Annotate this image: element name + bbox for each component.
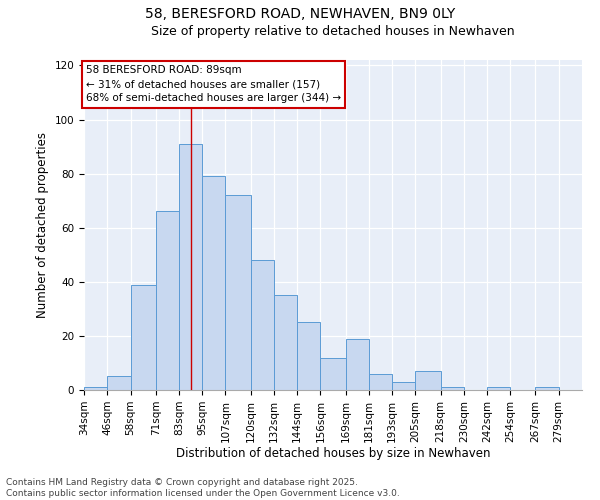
- Y-axis label: Number of detached properties: Number of detached properties: [36, 132, 49, 318]
- Bar: [392, 382, 415, 390]
- Bar: [226, 195, 251, 390]
- Bar: [155, 212, 179, 390]
- Bar: [202, 176, 226, 390]
- Bar: [131, 284, 155, 390]
- Bar: [535, 388, 559, 390]
- Text: 58 BERESFORD ROAD: 89sqm
← 31% of detached houses are smaller (157)
68% of semi-: 58 BERESFORD ROAD: 89sqm ← 31% of detach…: [86, 66, 341, 104]
- Bar: [251, 260, 274, 390]
- Bar: [297, 322, 320, 390]
- Text: Contains HM Land Registry data © Crown copyright and database right 2025.
Contai: Contains HM Land Registry data © Crown c…: [6, 478, 400, 498]
- Bar: [84, 388, 107, 390]
- Bar: [440, 388, 464, 390]
- Bar: [369, 374, 392, 390]
- X-axis label: Distribution of detached houses by size in Newhaven: Distribution of detached houses by size …: [176, 448, 490, 460]
- Bar: [320, 358, 346, 390]
- Bar: [179, 144, 202, 390]
- Bar: [487, 388, 511, 390]
- Bar: [107, 376, 131, 390]
- Text: 58, BERESFORD ROAD, NEWHAVEN, BN9 0LY: 58, BERESFORD ROAD, NEWHAVEN, BN9 0LY: [145, 8, 455, 22]
- Bar: [346, 338, 369, 390]
- Bar: [274, 296, 297, 390]
- Bar: [415, 371, 440, 390]
- Title: Size of property relative to detached houses in Newhaven: Size of property relative to detached ho…: [151, 25, 515, 38]
